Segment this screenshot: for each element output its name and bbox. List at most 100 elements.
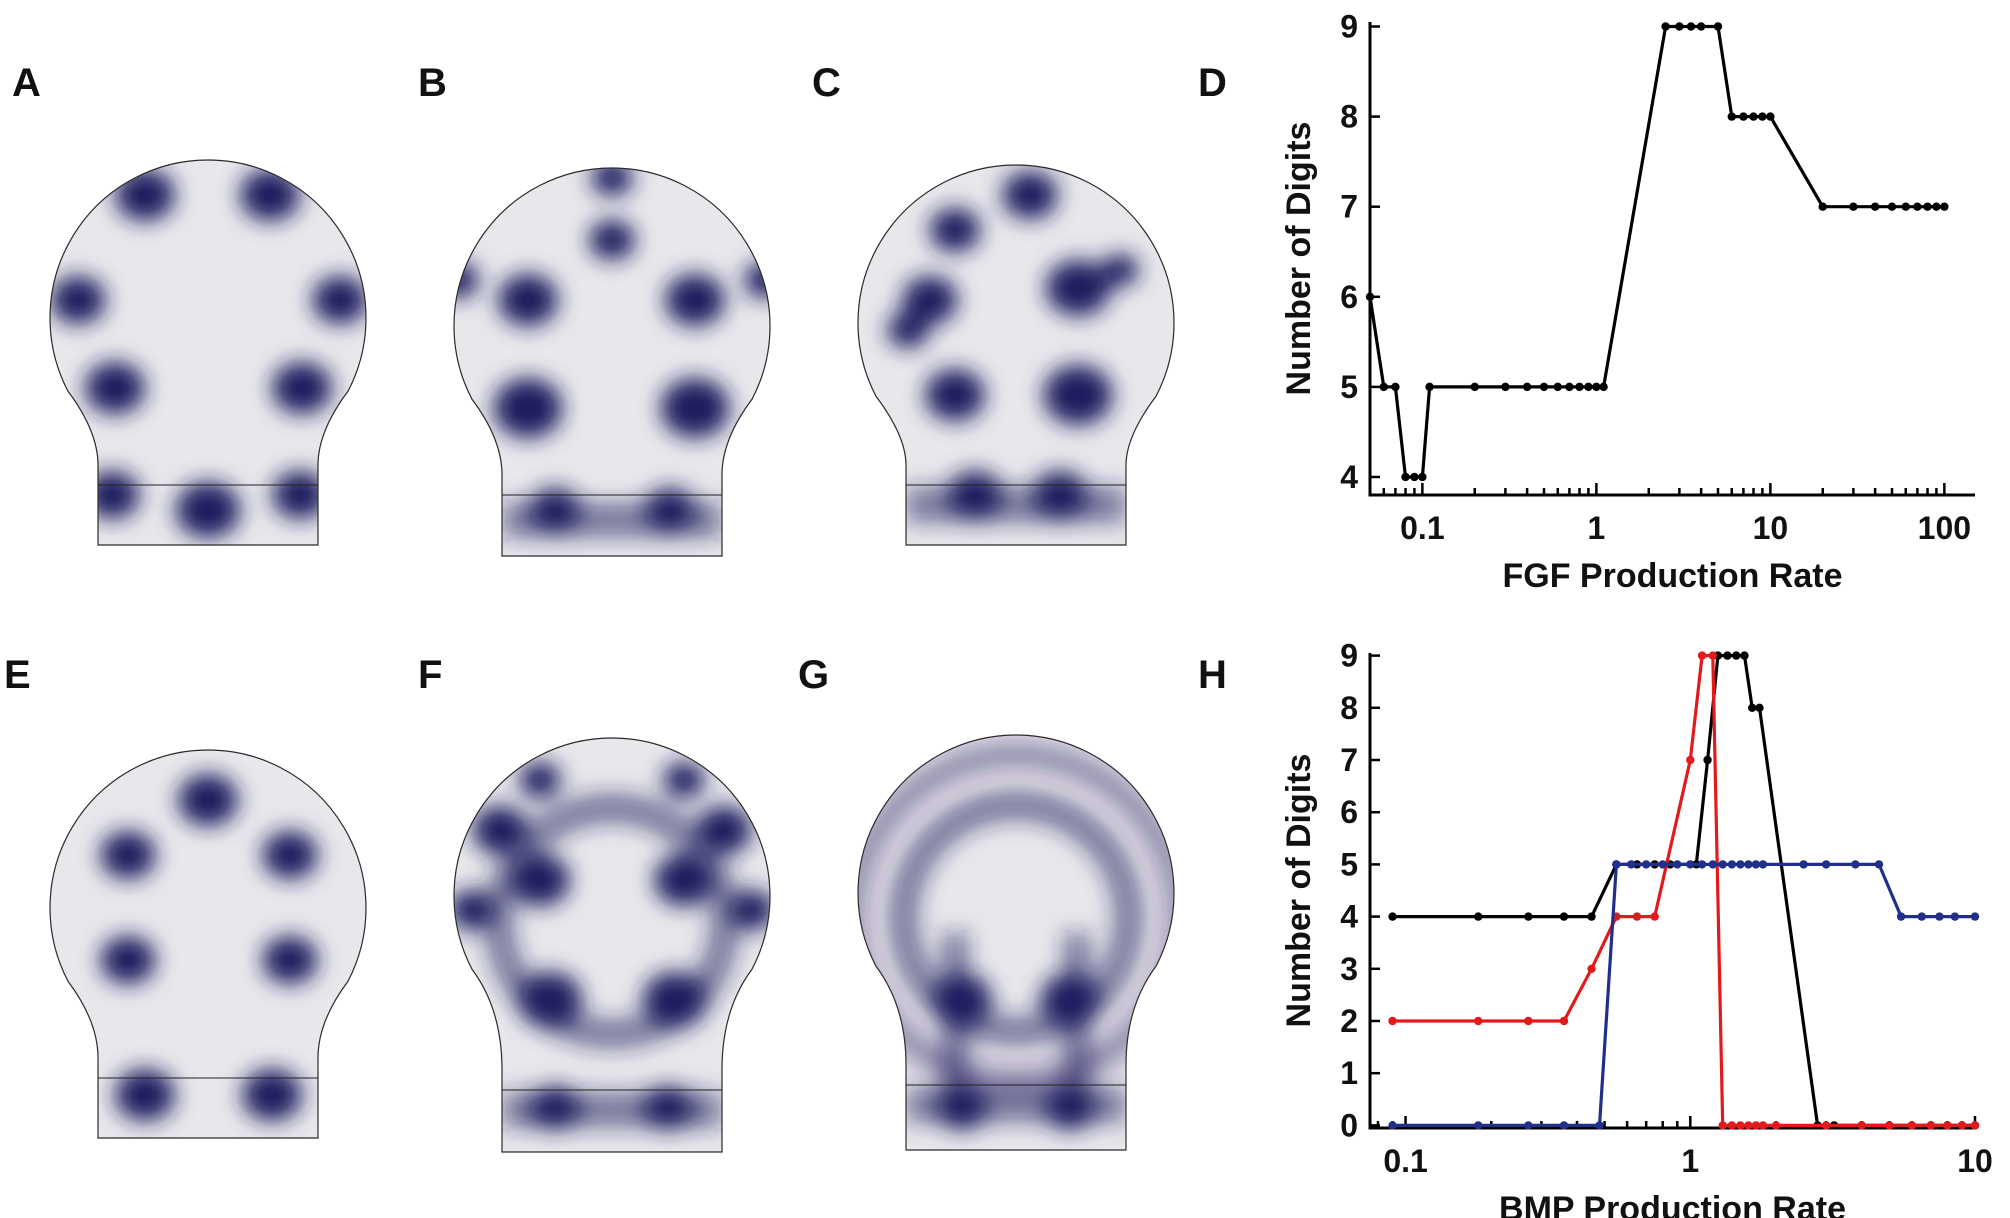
- data-point: [1736, 1121, 1745, 1130]
- data-point: [1575, 382, 1584, 392]
- expression-spot: [115, 169, 175, 221]
- data-point: [1673, 860, 1682, 869]
- data-point: [1917, 912, 1926, 921]
- y-tick-label: 7: [1340, 189, 1358, 225]
- shape-outline: [857, 164, 1175, 546]
- shape-fill: [857, 165, 1174, 546]
- expression-spot: [454, 890, 495, 930]
- chart-h: 0 1 2 3 4 5 6 7 8 9 0.1 1 10 BMP Production Rate Numbe…: [1280, 638, 1993, 1218]
- x-axis-title: BMP Production Rate: [1499, 1190, 1846, 1218]
- data-point: [1661, 22, 1670, 31]
- y-tick-label: 2: [1340, 1003, 1358, 1039]
- data-point: [1755, 703, 1764, 713]
- expression-spot: [262, 831, 318, 879]
- shape-fill: [50, 160, 367, 546]
- expression-spot: [510, 854, 570, 906]
- y-tick-label: 7: [1340, 742, 1358, 778]
- panel-label-d: D: [1198, 61, 1227, 105]
- data-point: [1697, 651, 1707, 660]
- y-tick-label: 5: [1340, 369, 1358, 405]
- data-point: [1751, 860, 1761, 869]
- series-line: [1392, 862, 1975, 1128]
- data-point: [1940, 202, 1949, 211]
- panel-label-f: F: [418, 653, 442, 697]
- y-tick-label: 1: [1340, 1055, 1358, 1091]
- expression-spot: [929, 208, 981, 252]
- data-point: [1708, 651, 1718, 660]
- expression-spot: [1040, 974, 1100, 1026]
- data-point: [1559, 1121, 1569, 1130]
- panel-label-g: G: [798, 653, 829, 697]
- expression-spot: [272, 471, 328, 519]
- expression-spot: [665, 274, 725, 326]
- data-point: [1870, 202, 1880, 211]
- data-point: [1641, 860, 1651, 869]
- ring-band: [484, 793, 740, 1049]
- y-tick-label: 8: [1340, 690, 1358, 726]
- data-point: [1748, 703, 1757, 713]
- data-point: [1650, 912, 1659, 921]
- data-point: [1686, 22, 1696, 31]
- data-point: [1474, 1016, 1483, 1026]
- expression-spot: [932, 974, 992, 1026]
- panel-label-e: E: [4, 653, 31, 697]
- base-band: [906, 487, 1126, 523]
- shape-outline: [453, 167, 771, 557]
- data-point: [1425, 382, 1434, 392]
- data-point: [1739, 112, 1748, 121]
- expression-spot: [654, 854, 714, 906]
- data-point: [1595, 1121, 1604, 1130]
- series-0: [1388, 651, 1980, 1130]
- data-point: [1587, 912, 1596, 921]
- y-tick-label: 9: [1340, 638, 1358, 674]
- expression-spot: [936, 1086, 988, 1130]
- x-tick-label: 100: [1918, 510, 1971, 546]
- data-point: [1696, 22, 1706, 31]
- data-point: [1943, 1121, 1952, 1130]
- data-point: [1821, 860, 1831, 869]
- shape-outline: [49, 749, 367, 1139]
- expression-spot: [262, 936, 318, 984]
- expression-spot: [1044, 1086, 1096, 1130]
- data-point: [1559, 912, 1569, 921]
- data-point: [1857, 1121, 1866, 1130]
- expression-spot: [729, 890, 770, 930]
- data-point: [1524, 1121, 1533, 1130]
- data-point: [1658, 860, 1667, 869]
- expression-spot: [529, 1086, 581, 1130]
- data-point: [1599, 382, 1608, 392]
- data-point: [1901, 202, 1910, 211]
- data-point: [1851, 860, 1860, 869]
- data-point: [1771, 1121, 1781, 1130]
- data-point: [1388, 1121, 1397, 1130]
- data-point: [1821, 1121, 1831, 1130]
- data-point: [1686, 860, 1695, 869]
- data-point: [1923, 202, 1932, 211]
- data-point: [1379, 382, 1388, 392]
- data-point: [1732, 651, 1741, 660]
- series-line: [1392, 653, 1975, 1128]
- y-tick-label: 4: [1340, 459, 1358, 495]
- data-point: [1584, 382, 1593, 392]
- expression-spot: [644, 488, 696, 532]
- data-point: [1913, 202, 1922, 211]
- x-axis-title: FGF Production Rate: [1503, 557, 1843, 595]
- data-point: [1727, 112, 1736, 121]
- series-line: [1392, 653, 1975, 1128]
- data-point: [1401, 472, 1410, 482]
- data-point: [1740, 651, 1749, 660]
- expression-spot: [744, 262, 770, 298]
- expression-spot: [242, 1069, 302, 1121]
- data-point: [1727, 860, 1737, 869]
- data-point: [1708, 860, 1718, 869]
- series-0: [1365, 22, 1949, 482]
- data-point: [1970, 912, 1980, 921]
- axes: [1368, 22, 1975, 497]
- data-point: [1758, 860, 1768, 869]
- series-line: [1368, 24, 1945, 479]
- expression-spot: [902, 276, 958, 324]
- data-point: [1470, 382, 1479, 392]
- data-point: [1539, 382, 1549, 392]
- x-tick-label: 1: [1681, 1143, 1699, 1179]
